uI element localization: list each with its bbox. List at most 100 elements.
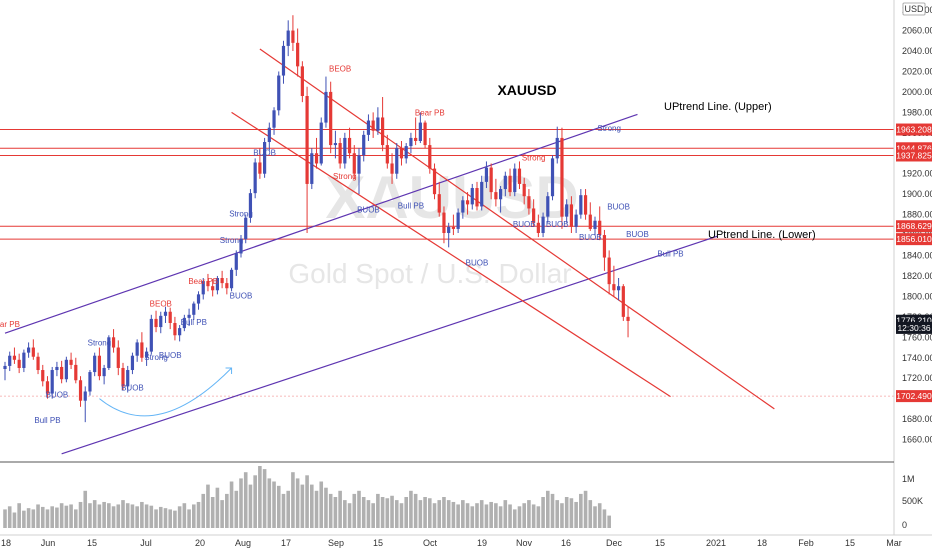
price-tick-label: 1800.000 — [902, 291, 932, 301]
volume-bar — [69, 504, 73, 528]
volume-bar — [314, 490, 319, 528]
price-tag — [896, 321, 932, 334]
candle-body — [461, 200, 465, 213]
currency-badge[interactable] — [902, 2, 926, 16]
volume-bar — [324, 487, 328, 528]
time-tick-label: Oct — [423, 538, 438, 548]
candle-body — [36, 356, 40, 371]
volume-bar — [17, 503, 21, 528]
candle-body — [588, 214, 592, 229]
time-tick-label: 2021 — [706, 538, 726, 548]
candle-body — [574, 214, 578, 227]
candle-body — [343, 137, 347, 164]
downtrend-channel-upper — [259, 48, 775, 410]
volume-tick-label: 1M — [902, 474, 915, 484]
candle-body — [229, 269, 234, 289]
volume-bar — [196, 501, 201, 528]
time-tick-label: Jun — [41, 538, 56, 548]
candle-body — [234, 253, 238, 270]
volume-bar — [225, 493, 229, 528]
candle-body — [560, 137, 564, 217]
candle-body — [381, 117, 385, 146]
signal-annotation: BUOB — [466, 259, 489, 268]
volume-bar — [446, 500, 451, 528]
signal-annotation: Strong — [220, 236, 244, 245]
projection-arrow-head — [225, 367, 233, 374]
volume-bar — [55, 507, 59, 528]
price-tag-label: 1937.825 — [896, 150, 932, 160]
volume-bar — [597, 503, 602, 528]
candle-body — [41, 370, 45, 382]
signal-annotation: Strong — [522, 153, 546, 162]
upper-trendline-label: UPtrend Line. (Upper) — [664, 101, 772, 113]
price-tag — [896, 390, 932, 403]
signal-annotation: BUOB — [357, 206, 380, 215]
candle-body — [451, 226, 455, 229]
volume-bar — [74, 509, 78, 528]
candle-body — [395, 148, 399, 174]
candle-body — [50, 370, 54, 394]
candle-body — [352, 153, 356, 174]
volume-bar — [531, 504, 536, 528]
signal-annotation: Bull PB — [398, 201, 424, 210]
candle-body — [149, 318, 153, 352]
candle-body — [102, 367, 106, 377]
volume-bar — [107, 503, 111, 528]
candle-body — [121, 367, 125, 387]
candle-body — [480, 181, 484, 207]
price-tag-label: 1776.210 — [896, 316, 932, 326]
volume-bar — [579, 493, 583, 528]
volume-bar — [347, 503, 352, 528]
candle-body — [569, 204, 573, 227]
volume-bar — [475, 503, 479, 528]
time-tick-label: 15 — [373, 538, 383, 548]
candle-body — [347, 137, 352, 154]
volume-bar — [158, 506, 163, 528]
volume-bar — [154, 509, 158, 528]
volume-bar — [451, 501, 456, 528]
volume-bar — [522, 503, 526, 528]
volume-bar — [187, 509, 191, 528]
candle-body — [324, 91, 328, 123]
candle-body — [244, 217, 248, 240]
volume-bar — [588, 500, 593, 528]
signal-annotation: BUOB — [230, 291, 253, 300]
candle-body — [626, 316, 630, 321]
candle-body — [22, 352, 26, 368]
volume-bar — [220, 500, 224, 528]
candle-body — [27, 347, 31, 353]
signal-annotation: BUOB — [121, 383, 144, 392]
volume-bar — [541, 497, 545, 528]
candle-body — [45, 381, 50, 394]
candle-body — [527, 196, 531, 209]
volume-bar — [78, 501, 83, 528]
candle-body — [300, 66, 304, 96]
candle-body — [366, 120, 371, 135]
candle-body — [432, 168, 437, 195]
signal-annotation: Bull PB — [181, 318, 207, 327]
candle-body — [3, 365, 7, 369]
candle-body — [69, 359, 73, 365]
volume-bar — [527, 500, 531, 528]
candle-body — [281, 45, 286, 76]
price-tag — [896, 220, 932, 233]
volume-bar — [550, 493, 555, 528]
candle-body — [598, 220, 602, 236]
volume-bar — [12, 512, 17, 528]
signal-annotation: Strong — [597, 124, 621, 133]
currency-label: USD — [904, 4, 924, 14]
time-tick-label: 15 — [655, 538, 665, 548]
volume-bar — [239, 478, 243, 528]
volume-bar — [310, 484, 314, 528]
volume-bar — [437, 500, 442, 528]
signal-annotation: BEOB — [150, 300, 172, 309]
candle-body — [8, 355, 12, 366]
volume-bar — [338, 490, 342, 528]
candle-body — [182, 317, 186, 329]
volume-bar — [130, 504, 135, 528]
candle-body — [291, 30, 295, 43]
candle-body — [503, 175, 507, 190]
price-tag-label: 1856.010 — [896, 234, 932, 244]
candle-body — [267, 127, 271, 143]
